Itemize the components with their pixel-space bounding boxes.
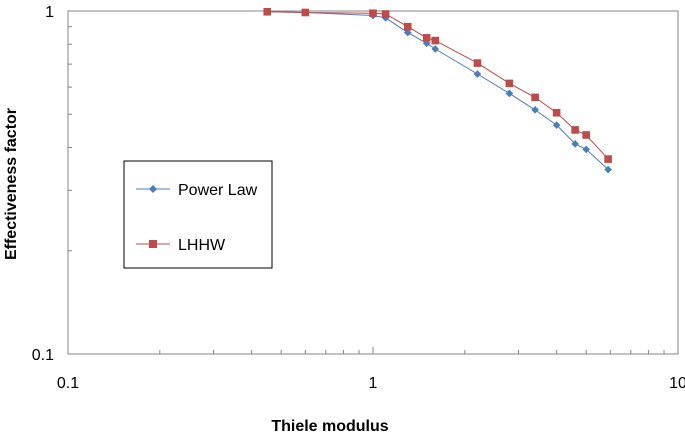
data-point-power-law bbox=[431, 45, 440, 53]
data-point-power-law bbox=[473, 70, 482, 78]
data-point-power-law bbox=[552, 121, 561, 129]
y-axis-ticks: 0.11 bbox=[32, 4, 75, 364]
data-point-power-law bbox=[604, 165, 612, 174]
data-point-power-law bbox=[571, 140, 579, 148]
legend-marker-diamond bbox=[149, 185, 157, 193]
data-point-lhhw bbox=[431, 36, 440, 45]
data-point-lhhw bbox=[531, 93, 539, 102]
series-lhhw bbox=[263, 7, 612, 163]
data-point-lhhw bbox=[552, 108, 561, 117]
x-axis-title: Thiele modulus bbox=[271, 418, 388, 435]
legend-label-power-law: Power Law bbox=[178, 182, 258, 199]
data-point-lhhw bbox=[422, 34, 431, 42]
data-point-lhhw bbox=[571, 126, 579, 134]
data-point-lhhw bbox=[381, 10, 390, 18]
data-point-lhhw bbox=[582, 131, 590, 139]
data-point-power-law bbox=[531, 106, 539, 114]
x-tick-label: 0.1 bbox=[57, 375, 79, 392]
legend-marker-square bbox=[149, 240, 157, 248]
data-point-lhhw bbox=[473, 59, 482, 67]
data-point-power-law bbox=[403, 28, 412, 37]
legend: Power Law LHHW bbox=[123, 160, 273, 269]
data-point-lhhw bbox=[604, 155, 612, 163]
y-tick-label: 1 bbox=[45, 4, 54, 21]
data-point-lhhw bbox=[403, 22, 412, 31]
x-axis-ticks: 0.1 1 10 bbox=[57, 347, 685, 392]
data-point-lhhw bbox=[263, 7, 272, 16]
legend-box bbox=[123, 160, 273, 269]
data-point-power-law bbox=[582, 145, 590, 154]
data-point-lhhw bbox=[301, 8, 310, 17]
legend-label-lhhw: LHHW bbox=[178, 237, 226, 254]
data-point-lhhw bbox=[369, 9, 377, 18]
x-tick-label: 1 bbox=[369, 375, 378, 392]
legend-item-lhhw: LHHW bbox=[136, 237, 226, 254]
data-point-power-law bbox=[505, 89, 514, 98]
x-tick-label: 10 bbox=[669, 375, 685, 392]
data-point-lhhw bbox=[505, 79, 514, 88]
series-layer bbox=[263, 7, 612, 174]
legend-item-power-law: Power Law bbox=[136, 182, 258, 199]
y-tick-label: 0.1 bbox=[32, 347, 54, 364]
y-axis-title: Effectiveness factor bbox=[3, 108, 20, 260]
